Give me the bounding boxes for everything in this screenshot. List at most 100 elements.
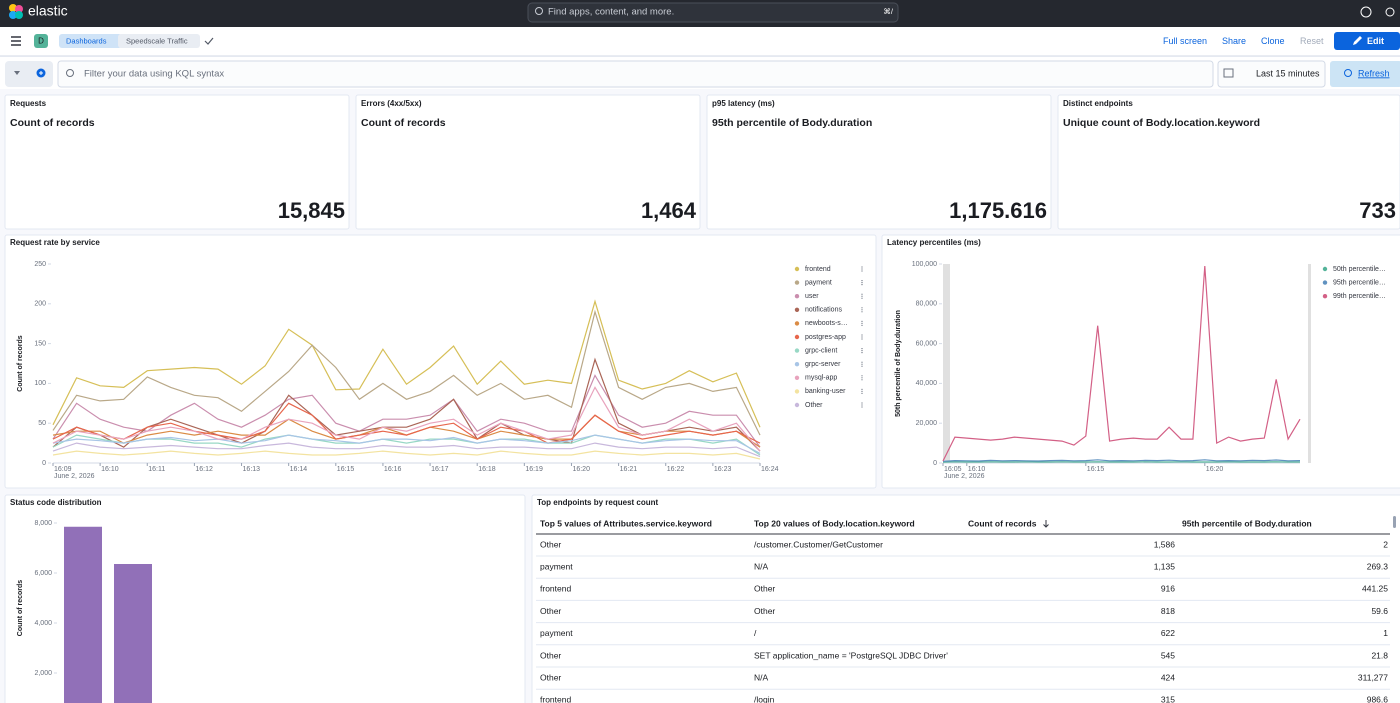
table-cell: 1,586 (1154, 539, 1176, 549)
legend-menu-dot (861, 352, 863, 354)
legend-menu-dot (861, 402, 863, 404)
legend-swatch (794, 362, 800, 367)
legend-menu-dot (861, 392, 863, 394)
legend-label: grpc-client (805, 347, 837, 354)
table-cell: 1,135 (1154, 561, 1176, 571)
full-screen-link[interactable]: Full screen (1163, 36, 1207, 46)
x-tick-label: 16:13 (243, 466, 261, 473)
refresh-button[interactable] (1330, 61, 1400, 87)
legend-swatch (1322, 280, 1328, 285)
filter-button[interactable] (5, 61, 53, 87)
date-picker[interactable] (1217, 60, 1326, 88)
y-tick-label: 60,000 (916, 340, 938, 347)
table-cell: 21.8 (1371, 650, 1388, 660)
panel (706, 94, 1052, 230)
y-tick-label: 4,000 (34, 620, 52, 627)
breadcrumb[interactable] (59, 34, 122, 48)
series-line (52, 434, 761, 454)
query-input[interactable] (57, 60, 1214, 88)
metric-title: Distinct endpoints (1063, 99, 1133, 108)
legend-label: payment (805, 279, 832, 286)
table-cell: / (754, 628, 757, 638)
legend-menu-dot (861, 390, 863, 392)
y-tick-label: 20,000 (916, 420, 938, 427)
panel (4, 94, 350, 230)
legend-menu-dot (861, 307, 863, 309)
metric-value: 15,845 (278, 198, 345, 223)
space-badge[interactable] (34, 34, 48, 48)
x-tick-label: 16:22 (667, 466, 685, 473)
pencil-icon (1353, 36, 1362, 45)
x-tick-label: 16:20 (1206, 466, 1224, 473)
y-tick-label: 50 (38, 420, 46, 427)
x-tick-label: 16:15 (337, 466, 355, 473)
legend-label: postgres-app (805, 334, 846, 341)
legend-menu-dot (861, 270, 863, 272)
share-link[interactable]: Share (1222, 36, 1246, 46)
legend-menu-dot (861, 365, 863, 367)
metric-title: p95 latency (ms) (712, 99, 775, 108)
x-tick-label: 16:24 (761, 466, 779, 473)
metric-subtitle: Count of records (10, 117, 95, 129)
x-tick-label: 16:11 (148, 466, 165, 473)
x-tick-label: 16:17 (431, 466, 449, 473)
table-cell: 622 (1161, 628, 1175, 638)
legend-label: Other (805, 402, 823, 409)
x-tick-label: 16:19 (525, 466, 543, 473)
x-tick-label: 16:05 (944, 466, 962, 473)
y-tick-label: 6,000 (34, 570, 52, 577)
x-tick-label: 16:20 (572, 466, 590, 473)
reset-link[interactable]: Reset (1300, 36, 1324, 46)
global-search[interactable] (527, 2, 899, 23)
legend-swatch (794, 294, 800, 299)
y-tick-label: 80,000 (916, 301, 938, 308)
calendar-icon (1223, 68, 1234, 78)
legend-menu-dot (861, 363, 863, 365)
legend-swatch (794, 307, 800, 312)
legend-swatch (794, 402, 800, 408)
brand[interactable]: elastic (28, 3, 68, 19)
legend-menu-dot (861, 284, 863, 286)
x-tick-label: 16:23 (714, 466, 732, 473)
metric-title: Errors (4xx/5xx) (361, 99, 422, 108)
news-icon[interactable] (1385, 7, 1395, 17)
sort-arrow (1043, 520, 1049, 528)
search-icon (66, 69, 74, 77)
series-line (52, 442, 761, 458)
series-line (52, 374, 761, 448)
table-cell: Other (540, 606, 561, 616)
metric-value: 733 (1359, 198, 1396, 223)
legend-label: mysql-app (805, 375, 837, 382)
search-placeholder: Find apps, content, and more. (548, 7, 674, 18)
column-header: 95th percentile of Body.duration (1182, 518, 1312, 528)
metric-subtitle: Count of records (361, 117, 446, 129)
table-cell: 545 (1161, 650, 1175, 660)
scrollbar (1393, 516, 1396, 528)
legend-menu-dot (861, 268, 863, 270)
space-initial: D (38, 37, 44, 46)
legend-menu-dot (861, 336, 863, 338)
clone-link[interactable]: Clone (1261, 36, 1285, 46)
legend-menu-dot (861, 404, 863, 406)
x-tick-label: 16:15 (1087, 466, 1105, 473)
panel (355, 94, 701, 230)
y-tick-label: 100,000 (912, 261, 937, 268)
legend-menu-dot (861, 309, 863, 311)
x-tick-label: 16:12 (195, 466, 213, 473)
edit-button[interactable] (1334, 32, 1400, 50)
table-cell: 59.6 (1371, 606, 1388, 616)
menu-icon[interactable] (11, 36, 21, 46)
date-label: June 2, 2026 (944, 473, 985, 480)
legend-menu-dot (861, 361, 863, 363)
legend-swatch (794, 266, 800, 272)
column-header: Top 5 values of Attributes.service.keywo… (540, 518, 712, 528)
legend-menu-dot (861, 379, 863, 381)
table-cell: 441.25 (1362, 584, 1388, 594)
table-cell: 311,277 (1358, 672, 1388, 682)
legend-menu-dot (861, 375, 863, 377)
help-icon[interactable] (1360, 6, 1372, 18)
date-label: June 2, 2026 (54, 473, 95, 480)
table-cell: Other (754, 606, 775, 616)
table-cell: Other (540, 539, 561, 549)
